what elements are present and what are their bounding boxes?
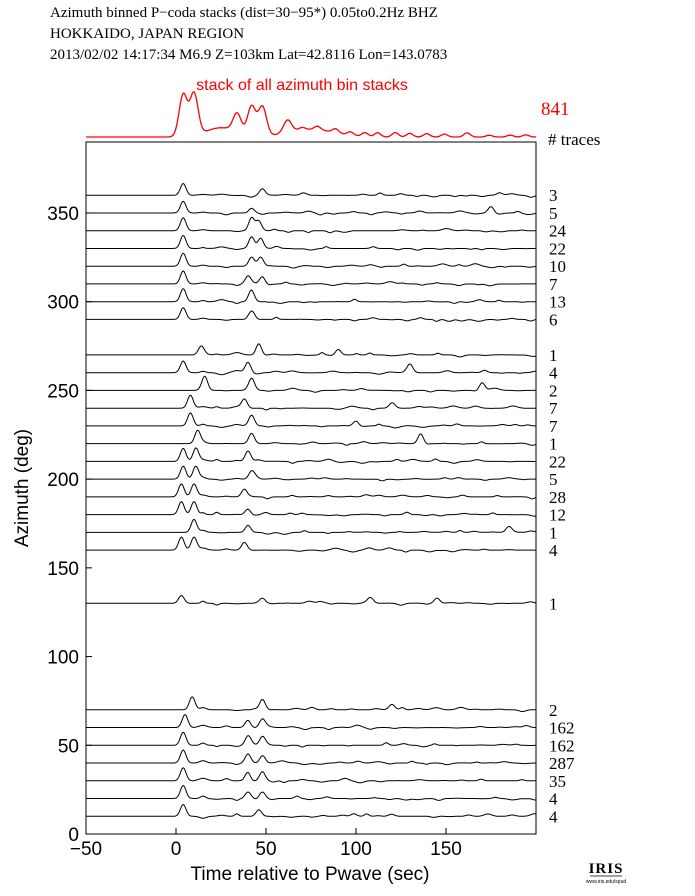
y-tick-label-0: 0 (68, 825, 79, 846)
traces-column-label: # traces (548, 130, 600, 149)
trace-az-210 (86, 447, 536, 464)
trace-count-az-190: 28 (549, 488, 566, 507)
x-tick-label-150: 150 (430, 839, 462, 860)
trace-az-160 (86, 536, 536, 553)
iris-logo-url: www.iris.edu/spud (586, 879, 627, 885)
trace-az-250 (86, 375, 536, 393)
x-axis-label: Time relative to Pwave (sec) (191, 864, 430, 885)
trace-count-az-310: 7 (549, 275, 558, 294)
trace-az-270 (86, 343, 537, 358)
trace-count-az-20: 4 (549, 790, 558, 809)
trace-count-az-220: 1 (549, 435, 558, 454)
trace-count-az-360: 3 (549, 186, 558, 205)
trace-count-az-170: 1 (549, 523, 558, 542)
trace-count-az-300: 13 (549, 293, 566, 312)
x-tick-label--50: −50 (70, 839, 102, 860)
trace-count-az-180: 12 (549, 506, 566, 525)
trace-az-50 (86, 731, 537, 748)
x-tick-label-50: 50 (255, 839, 276, 860)
trace-az-310 (86, 270, 536, 287)
header: Azimuth binned P−coda stacks (dist=30−95… (50, 5, 447, 63)
trace-count-az-320: 10 (549, 257, 566, 276)
header-title: Azimuth binned P−coda stacks (dist=30−95… (50, 5, 438, 21)
trace-count-az-40: 287 (549, 754, 575, 773)
trace-az-190 (86, 483, 537, 500)
azimuth-traces (86, 182, 537, 819)
trace-az-130 (86, 594, 537, 606)
x-tick-label-100: 100 (340, 839, 372, 860)
trace-az-40 (86, 749, 536, 766)
y-tick-label-200: 200 (47, 470, 79, 491)
total-traces-count: 841 (541, 99, 570, 120)
trace-az-170 (86, 518, 537, 535)
y-tick-label-300: 300 (47, 293, 79, 314)
trace-count-az-50: 162 (549, 736, 575, 755)
y-tick-label-50: 50 (58, 736, 79, 757)
header-region: HOKKAIDO, JAPAN REGION (50, 26, 244, 42)
y-tick-label-150: 150 (47, 559, 79, 580)
trace-count-az-30: 35 (549, 772, 566, 791)
trace-count-az-210: 22 (549, 452, 566, 471)
trace-az-30 (86, 767, 536, 784)
trace-count-az-10: 4 (549, 807, 558, 826)
trace-az-180 (86, 500, 537, 517)
iris-logo-text: IRIS (589, 861, 624, 877)
y-tick-label-100: 100 (47, 648, 79, 669)
trace-count-az-130: 1 (549, 594, 558, 613)
summary-stack-line (86, 91, 536, 138)
y-axis-label: Azimuth (deg) (12, 429, 33, 547)
trace-count-az-250: 2 (549, 381, 558, 400)
trace-count-az-350: 5 (549, 204, 558, 223)
trace-az-350 (86, 200, 537, 216)
trace-az-300 (86, 288, 536, 304)
stack-title: stack of all azimuth bin stacks (196, 77, 408, 94)
trace-az-10 (86, 804, 537, 819)
x-tick-label-0: 0 (171, 839, 182, 860)
y-tick-label-350: 350 (47, 204, 79, 225)
y-tick-label-250: 250 (47, 381, 79, 402)
trace-az-230 (86, 412, 536, 429)
trace-az-60 (86, 713, 536, 730)
trace-count-az-270: 1 (549, 346, 558, 365)
trace-counts: 3524221071361427712252812141216216228735… (549, 186, 575, 826)
trace-count-az-160: 4 (549, 541, 558, 560)
trace-count-az-340: 24 (549, 222, 567, 241)
trace-az-320 (86, 252, 537, 269)
header-event: 2013/02/02 14:17:34 M6.9 Z=103km Lat=42.… (50, 47, 447, 63)
plot-frame (85, 141, 537, 835)
iris-logo: IRIS www.iris.edu/spud (586, 861, 627, 885)
trace-az-340 (86, 216, 536, 234)
trace-az-330 (86, 234, 536, 251)
trace-count-az-70: 2 (549, 701, 558, 720)
trace-count-az-60: 162 (549, 719, 575, 738)
trace-az-290 (86, 307, 537, 322)
trace-az-200 (86, 465, 536, 482)
trace-count-az-200: 5 (549, 470, 558, 489)
y-axis-ticks: 0 50 100 150 200 250 300 350 (47, 204, 92, 846)
trace-az-20 (86, 784, 537, 801)
trace-count-az-290: 6 (549, 310, 558, 329)
trace-az-220 (86, 429, 537, 446)
trace-count-az-240: 7 (549, 399, 558, 418)
x-axis-ticks: −50 0 50 100 150 (70, 828, 462, 860)
trace-count-az-330: 22 (549, 240, 566, 259)
trace-az-70 (86, 696, 536, 712)
trace-az-360 (86, 182, 537, 198)
trace-az-260 (86, 360, 537, 376)
trace-az-240 (86, 394, 536, 411)
trace-count-az-230: 7 (549, 417, 558, 436)
trace-count-az-260: 4 (549, 364, 558, 383)
